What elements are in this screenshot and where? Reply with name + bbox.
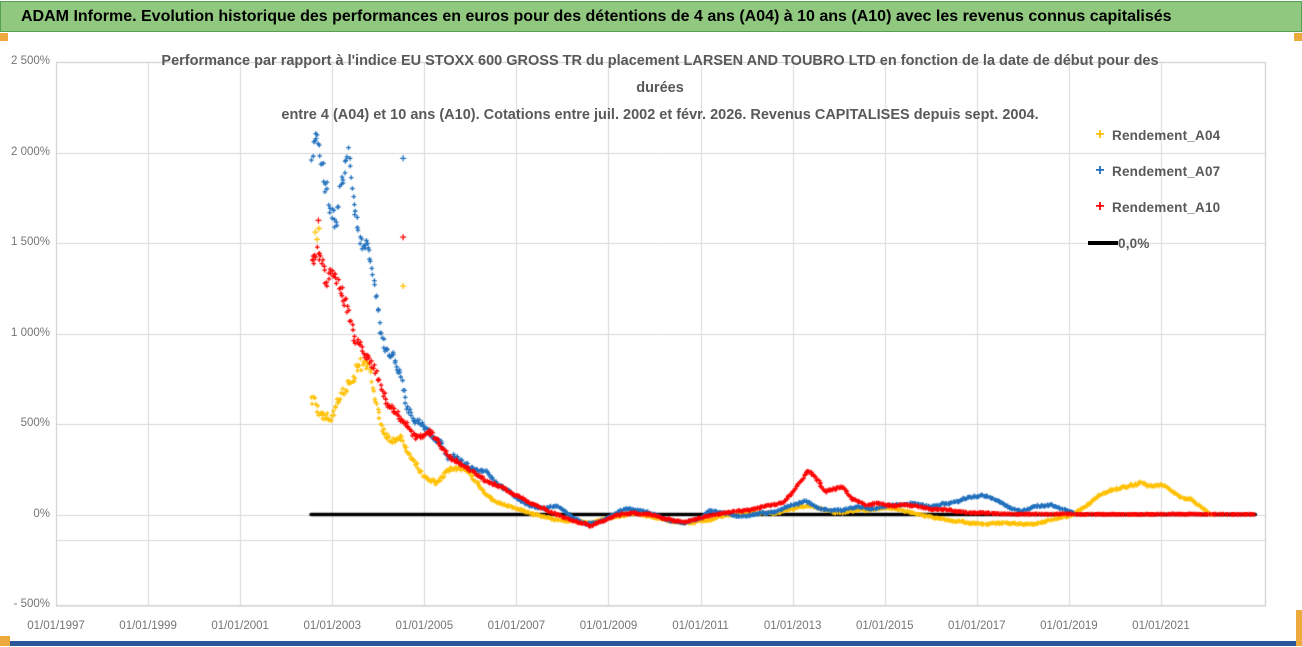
x-axis-tick: 01/01/2011: [672, 620, 729, 632]
y-axis-tick: 1 000%: [10, 326, 50, 339]
plus-marker-icon: +: [1095, 162, 1105, 179]
selection-handle: [1294, 33, 1302, 41]
selection-handle: [1296, 610, 1302, 646]
chart-title-line1: Performance par rapport à l'indice EU ST…: [161, 53, 1159, 69]
zero-line-swatch: [1088, 241, 1118, 245]
legend-label: 0,0%: [1118, 235, 1150, 251]
chart-title-line3: entre 4 (A04) et 10 ans (A10). Cotations…: [281, 107, 1039, 123]
y-axis-tick: 0%: [33, 507, 50, 520]
x-axis-tick: 01/01/2017: [948, 620, 1006, 632]
x-axis-tick: 01/01/1999: [119, 620, 177, 632]
chart-title-line2: durées: [636, 80, 684, 96]
x-axis-tick: 01/01/2015: [855, 620, 914, 632]
y-axis-tick: 2 000%: [10, 145, 50, 158]
x-axis-tick: 01/01/2001: [211, 620, 269, 632]
legend-label: Rendement_A07: [1112, 163, 1221, 179]
x-axis-tick: 01/01/2019: [1040, 620, 1098, 632]
legend-label: Rendement_A04: [1112, 127, 1221, 143]
x-axis-tick: 01/01/2007: [487, 620, 546, 632]
y-axis-tick: 2 500%: [10, 55, 50, 67]
y-axis-tick: 1 500%: [10, 236, 50, 248]
x-axis-tick: 01/01/2009: [579, 620, 638, 632]
x-axis-tick: 01/01/2021: [1132, 620, 1190, 632]
x-axis-tick: 01/01/2003: [303, 620, 362, 632]
legend-item-a04: + Rendement_A04: [1088, 117, 1278, 153]
legend-label: Rendement_A10: [1112, 199, 1221, 215]
legend-item-zero-line: 0,0%: [1088, 225, 1278, 261]
plus-marker-icon: +: [1095, 126, 1105, 143]
x-axis-tick: 01/01/1997: [27, 620, 85, 632]
y-axis-tick: - 500%: [13, 598, 50, 610]
x-axis-tick: 01/01/2013: [763, 620, 822, 632]
selection-handle: [0, 636, 10, 646]
x-axis-tick: 01/01/2005: [395, 620, 454, 632]
y-axis-tick: 500%: [20, 417, 50, 429]
chart-title: Performance par rapport à l'indice EU ST…: [150, 48, 1170, 129]
legend-item-a07: + Rendement_A07: [1088, 153, 1278, 189]
legend-item-a10: + Rendement_A10: [1088, 189, 1278, 225]
bottom-accent-bar: [10, 641, 1296, 646]
chart-legend: + Rendement_A04 + Rendement_A07 + Rendem…: [1088, 117, 1278, 261]
selection-handle: [0, 33, 8, 41]
plus-marker-icon: +: [1095, 198, 1105, 215]
